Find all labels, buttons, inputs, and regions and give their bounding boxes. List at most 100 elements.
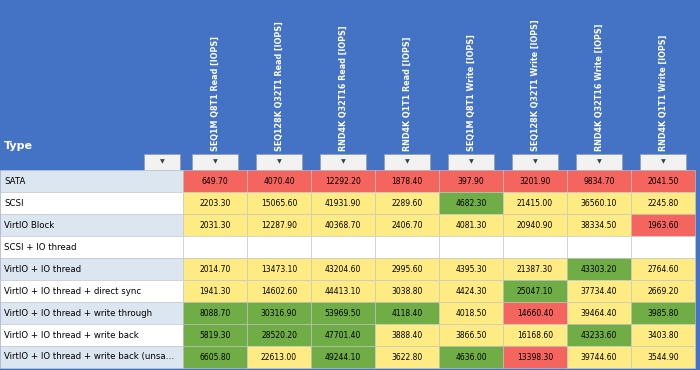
Bar <box>183 346 247 368</box>
Text: 13398.30: 13398.30 <box>517 353 553 361</box>
Bar <box>503 302 567 324</box>
Bar <box>503 236 567 258</box>
Bar <box>631 258 695 280</box>
Text: 2289.60: 2289.60 <box>391 198 423 208</box>
Text: 38334.50: 38334.50 <box>581 221 617 229</box>
Text: 4636.00: 4636.00 <box>455 353 486 361</box>
Bar <box>384 154 430 170</box>
Text: RND4K Q32T16 Read [IOPS]: RND4K Q32T16 Read [IOPS] <box>339 26 347 151</box>
Bar <box>503 170 567 192</box>
Text: SCSI + IO thread: SCSI + IO thread <box>4 242 76 252</box>
Text: 36560.10: 36560.10 <box>581 198 617 208</box>
Text: SEQ128K Q32T1 Read [IOPS]: SEQ128K Q32T1 Read [IOPS] <box>274 21 284 151</box>
Bar <box>0 236 183 258</box>
Bar <box>183 214 247 236</box>
Text: 3866.50: 3866.50 <box>455 330 486 340</box>
Text: 14602.60: 14602.60 <box>261 286 297 296</box>
Bar <box>567 170 631 192</box>
Bar <box>183 324 247 346</box>
Bar <box>247 236 311 258</box>
Text: ▼: ▼ <box>533 159 538 165</box>
Text: 15065.60: 15065.60 <box>261 198 298 208</box>
Text: 40368.70: 40368.70 <box>325 221 361 229</box>
Text: 21387.30: 21387.30 <box>517 265 553 273</box>
Text: 3201.90: 3201.90 <box>519 176 551 185</box>
Text: 25047.10: 25047.10 <box>517 286 553 296</box>
Text: 2031.30: 2031.30 <box>199 221 231 229</box>
Bar <box>247 170 311 192</box>
Bar <box>192 154 238 170</box>
Text: 4682.30: 4682.30 <box>455 198 486 208</box>
Bar <box>0 170 183 192</box>
Text: 2041.50: 2041.50 <box>648 176 679 185</box>
Bar <box>183 302 247 324</box>
Bar <box>567 302 631 324</box>
Text: 20940.90: 20940.90 <box>517 221 553 229</box>
Bar <box>311 324 375 346</box>
Text: RND4K Q1T1 Write [IOPS]: RND4K Q1T1 Write [IOPS] <box>659 35 668 151</box>
Text: 30316.90: 30316.90 <box>261 309 298 317</box>
Text: 3622.80: 3622.80 <box>391 353 423 361</box>
Bar <box>375 346 439 368</box>
Text: SATA: SATA <box>4 176 25 185</box>
Bar <box>631 192 695 214</box>
Bar <box>311 192 375 214</box>
Text: 43204.60: 43204.60 <box>325 265 361 273</box>
Text: 6605.80: 6605.80 <box>199 353 231 361</box>
Bar <box>503 346 567 368</box>
Text: 28520.20: 28520.20 <box>261 330 297 340</box>
Text: ▼: ▼ <box>596 159 601 165</box>
Bar <box>439 258 503 280</box>
Text: 2406.70: 2406.70 <box>391 221 423 229</box>
Text: 8088.70: 8088.70 <box>199 309 230 317</box>
Text: 43233.60: 43233.60 <box>581 330 617 340</box>
Bar <box>567 258 631 280</box>
Text: 1878.40: 1878.40 <box>391 176 423 185</box>
Bar <box>503 324 567 346</box>
Bar <box>375 236 439 258</box>
Bar <box>320 154 366 170</box>
Bar <box>567 346 631 368</box>
Text: 14660.40: 14660.40 <box>517 309 553 317</box>
Bar <box>183 170 247 192</box>
Bar <box>311 170 375 192</box>
Bar <box>183 280 247 302</box>
Bar <box>247 258 311 280</box>
Bar <box>0 258 183 280</box>
Text: ▼: ▼ <box>661 159 666 165</box>
Text: 3888.40: 3888.40 <box>391 330 423 340</box>
Text: 2669.20: 2669.20 <box>648 286 679 296</box>
Bar <box>311 214 375 236</box>
Text: Type: Type <box>4 141 33 151</box>
Text: SCSI: SCSI <box>4 198 24 208</box>
Bar <box>0 346 183 368</box>
Bar <box>247 192 311 214</box>
Text: 1963.60: 1963.60 <box>648 221 679 229</box>
Text: VirtIO + IO thread + write through: VirtIO + IO thread + write through <box>4 309 152 317</box>
Text: 2203.30: 2203.30 <box>199 198 231 208</box>
Bar <box>311 280 375 302</box>
Text: ▼: ▼ <box>468 159 473 165</box>
Bar <box>439 170 503 192</box>
Bar <box>183 258 247 280</box>
Text: 13473.10: 13473.10 <box>261 265 297 273</box>
Bar <box>631 214 695 236</box>
Text: 39744.60: 39744.60 <box>581 353 617 361</box>
Text: 2764.60: 2764.60 <box>648 265 679 273</box>
Text: SEQ1M Q8T1 Write [IOPS]: SEQ1M Q8T1 Write [IOPS] <box>466 34 475 151</box>
Text: VirtIO + IO thread + write back (unsa…: VirtIO + IO thread + write back (unsa… <box>4 353 174 361</box>
Bar <box>631 170 695 192</box>
Bar <box>0 192 183 214</box>
Text: VirtIO + IO thread + direct sync: VirtIO + IO thread + direct sync <box>4 286 141 296</box>
Bar <box>0 214 183 236</box>
Text: 44413.10: 44413.10 <box>325 286 361 296</box>
Bar <box>439 346 503 368</box>
Bar <box>503 258 567 280</box>
Bar <box>631 280 695 302</box>
Text: 2014.70: 2014.70 <box>199 265 231 273</box>
Bar <box>439 214 503 236</box>
Bar <box>503 214 567 236</box>
Bar <box>183 236 247 258</box>
Bar <box>631 236 695 258</box>
Text: ▼: ▼ <box>341 159 345 165</box>
